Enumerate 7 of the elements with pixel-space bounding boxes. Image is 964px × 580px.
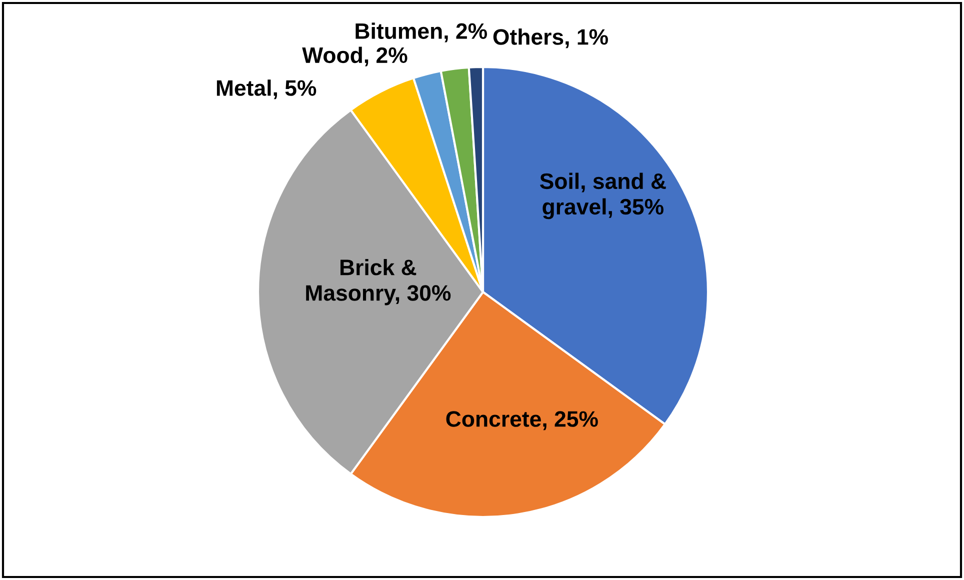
slice-label: Wood, 2% bbox=[302, 46, 408, 66]
slice-label: Others, 1% bbox=[493, 28, 608, 48]
slice-label: Soil, sand & gravel, 35% bbox=[540, 172, 666, 220]
slice-label: Brick & Masonry, 30% bbox=[306, 258, 451, 306]
slice-label: Metal, 5% bbox=[216, 80, 316, 100]
slice-label: Bitumen, 2% bbox=[356, 22, 487, 42]
slice-label: Concrete, 25% bbox=[446, 411, 598, 430]
